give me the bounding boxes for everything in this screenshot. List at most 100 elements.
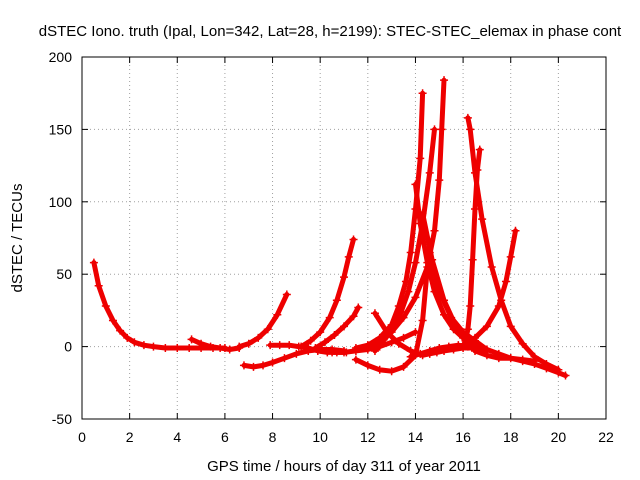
data-point <box>263 325 272 334</box>
data-point <box>406 352 415 361</box>
series-trace <box>298 236 356 350</box>
data-point <box>259 361 268 370</box>
data-point <box>399 313 408 322</box>
x-tick-label: 14 <box>408 429 424 445</box>
data-point <box>173 344 182 353</box>
data-point <box>187 335 196 344</box>
data-point <box>406 248 415 257</box>
data-point <box>416 219 425 228</box>
data-point <box>370 309 379 318</box>
data-point <box>554 365 563 374</box>
data-point <box>416 349 425 358</box>
data-point <box>466 125 475 134</box>
data-point <box>430 226 439 235</box>
data-point <box>349 235 358 244</box>
data-point <box>130 338 139 347</box>
data-point <box>239 361 248 370</box>
data-point <box>370 346 379 355</box>
data-point <box>511 226 520 235</box>
data-point <box>332 296 341 305</box>
data-point <box>399 362 408 371</box>
data-point <box>471 205 479 214</box>
data-point <box>399 333 408 342</box>
data-point <box>437 125 446 134</box>
series-trace <box>365 77 447 350</box>
data-point <box>518 339 527 348</box>
series-trace <box>460 147 483 350</box>
data-point <box>344 252 353 261</box>
x-tick-label: 12 <box>360 429 376 445</box>
data-series <box>187 335 244 354</box>
data-point <box>468 255 477 264</box>
data-point <box>235 342 244 351</box>
y-tick-label: 50 <box>56 266 72 282</box>
data-point <box>482 322 491 331</box>
data-point <box>425 168 434 177</box>
data-series <box>471 346 539 366</box>
data-point <box>561 371 570 380</box>
series-trace <box>312 305 361 351</box>
data-point <box>116 326 125 335</box>
data-series <box>235 290 291 351</box>
x-tick-label: 10 <box>312 429 328 445</box>
data-point <box>266 341 275 350</box>
data-point <box>351 344 360 353</box>
data-point <box>425 346 434 355</box>
data-point <box>206 342 215 351</box>
data-point <box>430 287 439 296</box>
y-tick-label: -50 <box>52 411 72 427</box>
y-axis-label: dSTEC / TECUs <box>9 184 26 293</box>
tick-label-layer: 0 2 4 6 8 10 12 14 16 18 20 22 -50 0 50 100 150 200 <box>49 49 614 445</box>
data-point <box>340 273 348 282</box>
data-point <box>530 357 539 366</box>
data-series <box>89 258 229 353</box>
data-point <box>440 296 449 305</box>
data-point <box>382 328 391 337</box>
data-point <box>354 303 363 312</box>
data-point <box>411 258 420 267</box>
data-point <box>306 336 315 345</box>
data-point <box>478 215 487 224</box>
data-point <box>428 255 437 264</box>
data-point <box>149 342 158 351</box>
data-point <box>123 333 132 342</box>
chart-title: dSTEC Iono. truth (Ipal, Lon=342, Lat=28… <box>39 23 622 40</box>
data-point <box>473 165 482 174</box>
x-tick-label: 8 <box>269 429 277 445</box>
data-point <box>482 351 491 360</box>
data-point <box>501 277 510 286</box>
series-trace <box>91 260 228 351</box>
y-tick-label: 200 <box>49 49 73 65</box>
series-trace <box>241 347 347 370</box>
data-point <box>447 344 456 353</box>
data-point <box>494 354 503 363</box>
data-point <box>244 339 253 348</box>
data-point <box>387 367 396 376</box>
data-point <box>435 176 444 185</box>
data-point <box>494 302 503 311</box>
data-point <box>518 355 527 364</box>
data-point <box>394 339 403 348</box>
data-point <box>304 344 313 353</box>
data-point <box>139 341 148 350</box>
data-point <box>340 322 348 331</box>
series-trace <box>448 228 518 351</box>
data-point <box>435 344 444 353</box>
data-point <box>475 145 484 154</box>
data-point <box>506 354 515 363</box>
data-point <box>506 322 515 331</box>
data-point <box>506 252 515 261</box>
data-point <box>254 333 263 342</box>
data-point <box>423 258 432 267</box>
plot-frame <box>81 56 607 420</box>
data-point <box>89 258 98 267</box>
series-trace <box>353 90 426 351</box>
data-point <box>101 302 110 311</box>
data-point <box>297 342 306 351</box>
data-point <box>285 341 294 350</box>
x-tick-label: 22 <box>598 429 614 445</box>
data-point <box>282 290 291 299</box>
data-point <box>363 342 372 351</box>
